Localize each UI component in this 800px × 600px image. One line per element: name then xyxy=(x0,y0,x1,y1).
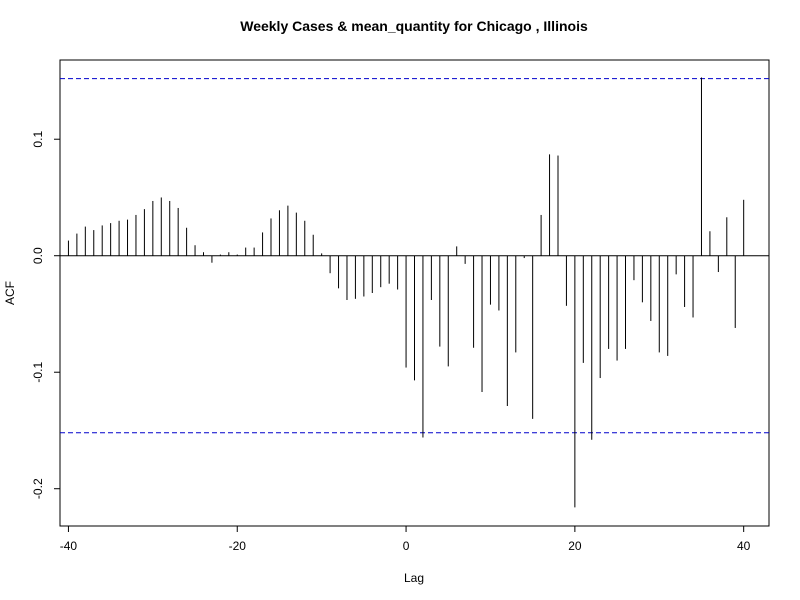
x-tick-label: 40 xyxy=(737,539,751,553)
y-tick-label: -0.1 xyxy=(31,362,45,383)
y-tick-label: -0.2 xyxy=(31,478,45,499)
acf-bars xyxy=(67,77,745,508)
x-tick-label: 20 xyxy=(568,539,582,553)
y-axis: -0.2 -0.1 0.0 0.1 xyxy=(31,131,60,499)
x-axis-label: Lag xyxy=(404,571,424,585)
y-axis-label: ACF xyxy=(3,281,17,305)
x-axis: -40 -20 0 20 40 xyxy=(60,526,751,553)
plot-frame xyxy=(59,59,770,527)
y-tick-label: 0.1 xyxy=(31,131,45,148)
x-tick-label: -40 xyxy=(60,539,78,553)
y-tick-label: 0.0 xyxy=(31,247,45,264)
confidence-bands xyxy=(60,78,769,434)
x-tick-label: 0 xyxy=(403,539,410,553)
chart-title: Weekly Cases & mean_quantity for Chicago… xyxy=(240,18,588,34)
x-tick-label: -20 xyxy=(229,539,247,553)
